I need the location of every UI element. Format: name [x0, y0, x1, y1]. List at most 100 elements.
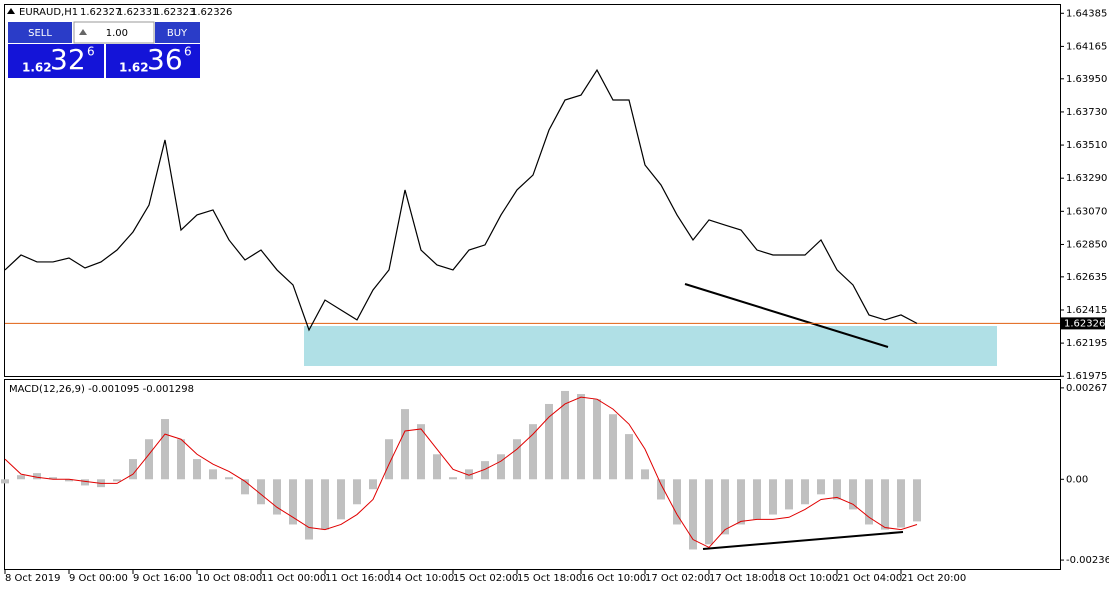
signal-line [4, 396, 918, 549]
macd-bar [721, 479, 729, 535]
x-tick-label: 11 Oct 00:00 [261, 573, 326, 584]
current-price-box [1061, 317, 1105, 330]
y-tick-label: 0.00267 [1066, 383, 1107, 394]
macd-title: MACD(12,26,9) -0.001095 -0.001298 [9, 384, 194, 395]
x-tick-label: 21 Oct 04:00 [837, 573, 902, 584]
quote: 1.62326 [191, 7, 232, 18]
y-tick-label: 1.63290 [1066, 173, 1107, 184]
y-tick-label: 1.61975 [1066, 371, 1107, 382]
quote: 1.62323 [154, 7, 195, 18]
y-tick-label: 0.00 [1066, 474, 1088, 485]
menu-arrow[interactable] [7, 8, 15, 14]
y-tick-label: 1.63070 [1066, 206, 1107, 217]
macd-bar [161, 419, 169, 480]
buy-big: 1.62 [119, 61, 149, 75]
macd-bar [833, 479, 841, 500]
macd-bar [257, 479, 265, 505]
lot-field[interactable] [73, 21, 155, 44]
macd-bar [465, 469, 473, 480]
lot-arrow[interactable] [79, 29, 87, 35]
macd-bar [353, 479, 361, 505]
macd-bar [385, 439, 393, 480]
buy-label: BUY [167, 28, 188, 39]
x-tick-label: 15 Oct 18:00 [517, 573, 582, 584]
sell-price-box[interactable] [8, 44, 104, 78]
macd-bar [433, 454, 441, 480]
macd-bar [625, 434, 633, 480]
macd-bar [273, 479, 281, 515]
macd-bar [225, 477, 233, 480]
sell-label: SELL [28, 28, 52, 39]
y-tick-label: 1.63730 [1066, 107, 1107, 118]
x-tick-label: 9 Oct 16:00 [133, 573, 192, 584]
sell-button[interactable] [8, 22, 72, 43]
macd-bar [17, 475, 25, 480]
macd-bar [913, 479, 921, 522]
sell-pips: 32 [50, 43, 86, 76]
y-tick-label: -0.00236 [1066, 555, 1109, 566]
macd-bar [129, 459, 137, 480]
x-tick-label: 15 Oct 02:00 [453, 573, 518, 584]
macd-bar [689, 479, 697, 550]
x-tick-label: 11 Oct 16:00 [325, 573, 390, 584]
macd-bar [529, 424, 537, 480]
macd-bar [657, 479, 665, 500]
y-tick-label: 1.62635 [1066, 272, 1107, 283]
macd-panel [4, 379, 1061, 570]
macd-bar [241, 479, 249, 495]
macd-bar [337, 479, 345, 520]
x-tick-label: 14 Oct 10:00 [389, 573, 454, 584]
macd-bar [545, 403, 553, 480]
sell-point: 6 [87, 45, 95, 59]
macd-bar [609, 414, 617, 480]
y-tick-label: 1.62415 [1066, 305, 1107, 316]
quote: 1.62327 [80, 7, 121, 18]
x-tick-label: 9 Oct 00:00 [69, 573, 128, 584]
macd-bar [641, 469, 649, 480]
buy-point: 6 [184, 45, 192, 59]
x-tick-label: 17 Oct 18:00 [709, 573, 774, 584]
macd-bar [817, 479, 825, 495]
macd-bar [801, 479, 809, 505]
macd-bar [305, 479, 313, 540]
macd-bar [705, 479, 713, 545]
macd-bar [401, 409, 409, 480]
lot: 1.00 [106, 28, 128, 39]
macd-bar [593, 399, 601, 480]
x-tick-label: 18 Oct 10:00 [773, 573, 838, 584]
symbol: EURAUD,H1 [19, 7, 78, 18]
y-tick-label: 1.63950 [1066, 74, 1107, 85]
macd-bar [481, 461, 489, 480]
macd-bar [753, 479, 761, 520]
macd-bar [497, 454, 505, 480]
current-price-label: 1.62326 [1064, 318, 1105, 329]
macd-bar [49, 477, 57, 480]
macd-bar [65, 479, 73, 482]
price-line [4, 68, 918, 332]
macd-bar [369, 479, 377, 490]
quote: 1.62331 [117, 7, 158, 18]
y-tick-label: 1.62195 [1066, 338, 1107, 349]
trade-panel: SELL 1.00 BUY 1.62 32 6 1.62 36 6 [8, 21, 200, 78]
macd-bar [33, 473, 41, 480]
buy-price-box[interactable] [106, 44, 200, 78]
buy-button[interactable] [155, 22, 200, 43]
buy-pips: 36 [147, 43, 183, 76]
macd-bar [209, 469, 217, 480]
macd-bar [785, 479, 793, 510]
price-panel [4, 4, 1061, 377]
y-tick-label: 1.63510 [1066, 140, 1107, 151]
macd-bar [865, 479, 873, 525]
macd-bar [881, 479, 889, 530]
y-tick-label: 1.62850 [1066, 239, 1107, 250]
macd-bar [417, 424, 425, 480]
x-tick-label: 10 Oct 08:00 [197, 573, 262, 584]
macd-bar [769, 479, 777, 515]
macd-bar [1, 479, 9, 484]
x-tick-label: 8 Oct 2019 [5, 573, 60, 584]
macd-bar [81, 479, 89, 486]
macd-bar [577, 394, 585, 480]
y-tick-label: 1.64165 [1066, 41, 1107, 52]
trend-line [702, 531, 904, 550]
